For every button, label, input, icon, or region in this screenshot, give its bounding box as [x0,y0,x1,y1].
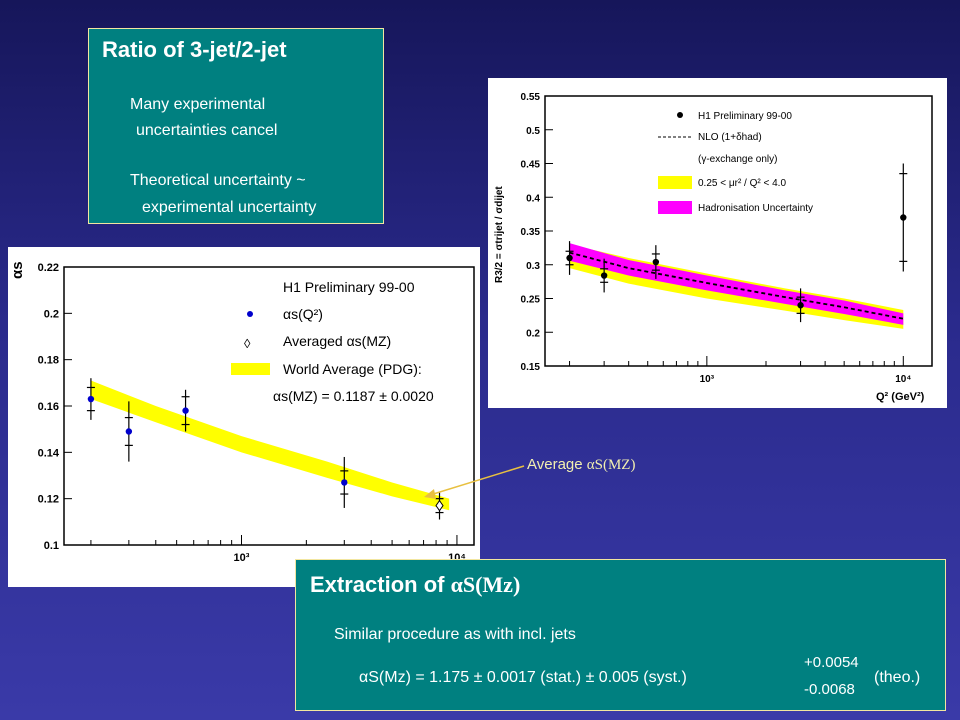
box-line-2: uncertainties cancel [136,122,278,139]
alphas-legend-h1: H1 Preliminary 99-00 [283,279,415,295]
right-band-1 [569,243,904,325]
left-point [341,479,348,486]
left-ytick-label: 0.1 [44,540,59,552]
right-point [652,258,660,266]
right-ytick-label: 0.4 [526,193,540,204]
alphas-plot-panel: αs 0.1 0.12 0.14 0.16 0.18 0.2 0.22 10³ 10⁴ H1 … [8,247,480,587]
box-title-extraction: Extraction of αS(Mz) [310,572,520,598]
left-point [87,395,95,403]
right-ytick-label: 0.3 [526,261,540,272]
left-point [125,428,133,435]
right-ytick-label: 0.2 [526,328,540,339]
theo-label: (theo.) [874,669,921,686]
callout-text: Average [527,456,587,473]
alphas-legend-qsq: αs(Q²) [283,306,323,322]
extraction-line-1: Similar procedure as with incl. jets [334,626,576,643]
extraction-formula: αS(Mz) = 1.175 ± 0.0017 (stat.) ± 0.005 … [359,669,687,686]
r32-data-points [565,163,908,323]
right-point [797,302,804,309]
r32-y-ticks: 0.15 0.2 0.25 0.3 0.35 0.4 0.45 0.5 0.55 [521,92,553,373]
left-ytick-label: 0.14 [38,447,60,459]
alphas-data-points [86,378,444,520]
left-xtick-label: 10³ [234,552,250,564]
right-point [566,254,573,262]
left-ytick-label: 0.16 [38,401,59,413]
alphas-y-axis-label: αs [9,261,26,279]
box-line-3: Theoretical uncertainty ~ [130,172,306,189]
extraction-title-symbol: αS(Mz) [450,572,521,597]
alphas-legend-marker-dot [247,311,253,317]
right-xtick-label: 10⁴ [895,374,911,385]
right-point [600,272,608,279]
alphas-world-average-band [90,380,450,511]
right-ytick-label: 0.55 [521,92,541,103]
summary-box-extraction: Extraction of αS(Mz) Similar procedure a… [295,559,946,711]
right-ytick-label: 0.25 [521,295,541,306]
r32-legend-hadr: Hadronisation Uncertainty [698,203,813,214]
r32-legend-nlo: NLO (1+δhad) [698,132,762,143]
alphas-chart: αs 0.10.120.140.160.180.20.22 10³ 10⁴ H1 … [9,261,475,564]
r32-legend-yellow-swatch [658,176,692,189]
left-point [182,407,189,414]
right-ytick-label: 0.45 [521,160,541,171]
alphas-legend: H1 Preliminary 99-00 αs(Q²) ◊ Averaged α… [231,279,434,404]
r32-legend: H1 Preliminary 99-00 NLO (1+δhad) (γ-exc… [658,111,813,214]
r32-plot-panel: R3/2 = σtrijet / σdijet Q² (GeV²) 0.15 0.… [488,78,947,408]
r32-nlo-curve [569,251,904,320]
right-xtick-label: 10³ [700,374,715,385]
right-ytick-label: 0.35 [521,227,541,238]
callout-symbol: αS(MZ) [586,457,636,473]
box-line-4: experimental uncertainty [142,199,317,216]
right-ytick-label: 0.5 [526,126,540,137]
left-ytick-label: 0.2 [44,308,59,320]
left-ytick-label: 0.12 [38,494,59,506]
alphas-legend-averaged: Averaged αs(MZ) [283,333,391,349]
right-ytick-label: 0.15 [521,362,541,373]
r32-nlo-line [569,251,904,320]
extraction-title-prefix: Extraction of [310,572,451,597]
left-ytick-label: 0.22 [38,262,59,274]
alphas-legend-world: World Average (PDG): [283,361,422,377]
alphas-y-ticks: 0.1 0.12 0.14 0.16 0.18 0.2 0.22 [38,262,72,552]
theo-plus: +0.0054 [804,654,859,671]
r32-y-axis-label: R3/2 = σtrijet / σdijet [494,186,505,283]
r32-chart: R3/2 = σtrijet / σdijet Q² (GeV²) 0.150.… [494,92,933,403]
alphas-legend-world-value: αs(MZ) = 0.1187 ± 0.0020 [273,388,434,404]
left-ytick-label: 0.18 [38,355,59,367]
r32-legend-h1: H1 Preliminary 99-00 [698,111,792,122]
summary-box-ratio: Ratio of 3-jet/2-jet Many experimental u… [88,28,384,224]
theo-minus: -0.0068 [804,681,855,698]
r32-bands [569,243,904,329]
right-point [900,214,907,221]
alphas-legend-band-swatch [231,363,270,375]
alphas-legend-marker-diamond: ◊ [244,336,251,351]
alphas-point-average [435,499,444,512]
r32-legend-gamma: (γ-exchange only) [698,154,777,165]
callout-average-label: Average αS(MZ) [527,456,635,474]
box-title-ratio: Ratio of 3-jet/2-jet [102,37,287,62]
r32-x-ticks: 10³ 10⁴ [569,356,911,385]
r32-legend-magenta-swatch [658,201,692,214]
left-band-0 [90,380,450,511]
r32-legend-marker-dot [677,112,683,118]
r32-legend-scale: 0.25 < μr² / Q² < 4.0 [698,178,786,189]
box-line-1: Many experimental [130,96,266,113]
r32-x-axis-label: Q² (GeV²) [876,391,925,403]
